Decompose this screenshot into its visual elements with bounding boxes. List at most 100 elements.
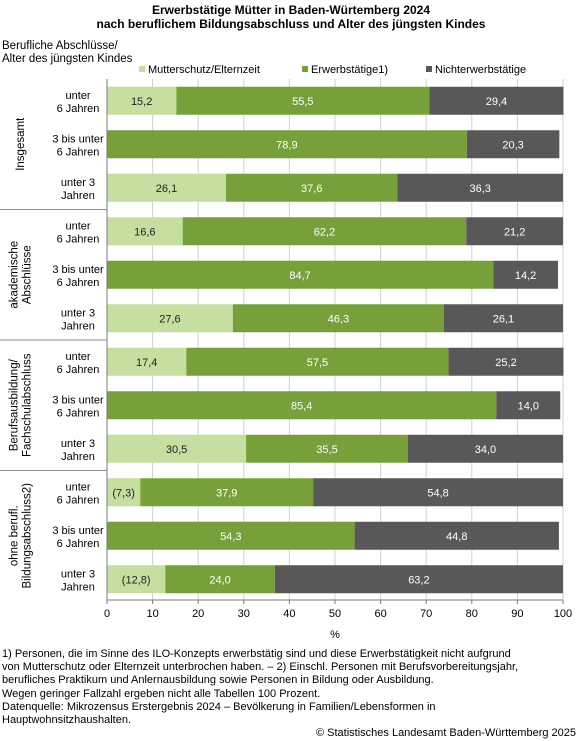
row-label: unter — [65, 481, 90, 493]
row-label: 3 bis unter — [52, 133, 104, 145]
bar-segment — [466, 217, 563, 246]
bar-segment — [493, 260, 558, 289]
chart-title-line-1: Erwerbstätige Mütter in Baden-Würtemberg… — [151, 3, 431, 17]
legend-swatch — [302, 66, 308, 72]
row-label: unter 3 — [61, 177, 95, 189]
bar-segment — [226, 173, 398, 202]
bar-segment — [140, 478, 314, 507]
group-label: Abschlüsse — [22, 245, 34, 304]
stacked-bar-chart: Mutterschutz/Elternzeit Erwerbstätige1) Ni… — [0, 64, 572, 641]
data-label: 27,6 — [159, 313, 180, 325]
footnote-line: 1) Personen, die im Sinne des ILO-Konzep… — [2, 648, 511, 660]
copyright: © Statistisches Landesamt Baden-Württemb… — [315, 727, 576, 739]
data-label: 36,3 — [470, 183, 491, 195]
data-label: 78,9 — [276, 139, 297, 151]
row-label: unter — [65, 351, 90, 363]
data-label: 34,0 — [475, 444, 496, 456]
y-axis-title-line-2: Alter des jüngsten Kindes — [2, 53, 133, 65]
bar-segment — [274, 565, 563, 594]
bar-segment — [186, 347, 449, 376]
row-label: Jahren — [61, 451, 95, 463]
data-label: 21,2 — [504, 226, 525, 238]
row-label: Jahren — [61, 581, 95, 593]
group-label: ohne berufl. — [9, 505, 21, 566]
x-tick-label: 30 — [238, 608, 250, 620]
row-label: 6 Jahren — [57, 538, 100, 550]
x-tick-label: 10 — [146, 608, 158, 620]
data-label: 15,2 — [131, 96, 152, 108]
bar-segment — [232, 304, 444, 333]
x-tick-label: 20 — [192, 608, 204, 620]
bar-segment — [107, 260, 494, 289]
bar-segment — [466, 130, 560, 159]
data-label: (12,8) — [122, 574, 151, 586]
row-label: 6 Jahren — [57, 494, 100, 506]
bar-segment — [107, 434, 247, 463]
data-label: 16,6 — [134, 226, 155, 238]
data-label: 62,2 — [314, 226, 335, 238]
bar-segment — [107, 391, 497, 420]
y-axis-title-line-1: Berufliche Abschlüsse/ — [2, 40, 118, 52]
bar-segment — [182, 217, 467, 246]
data-label: 14,2 — [515, 270, 536, 282]
data-label: 20,3 — [502, 139, 523, 151]
bar-segment — [496, 391, 561, 420]
bar-segment — [165, 565, 275, 594]
x-tick-label: 40 — [283, 608, 295, 620]
x-tick-label: 60 — [374, 608, 386, 620]
data-label: 57,5 — [307, 357, 328, 369]
data-label: 30,5 — [166, 444, 187, 456]
bar-segment — [107, 521, 355, 550]
x-tick-label: 90 — [511, 608, 523, 620]
data-label: 17,4 — [136, 357, 157, 369]
data-label: (7,3) — [112, 487, 135, 499]
group-label: Fachschulabschluss — [22, 353, 34, 457]
data-label: 26,1 — [493, 313, 514, 325]
data-label: 55,5 — [292, 96, 313, 108]
data-label: 14,0 — [518, 400, 539, 412]
data-label: 37,6 — [301, 183, 322, 195]
x-tick-label: 70 — [420, 608, 432, 620]
bar-segment — [107, 478, 141, 507]
legend-label: Mutterschutz/Elternzeit — [148, 64, 260, 76]
bar-segment — [107, 173, 227, 202]
x-tick-label: 100 — [554, 608, 572, 620]
data-label: 54,3 — [220, 531, 241, 543]
row-label: unter — [65, 220, 90, 232]
data-label: 29,4 — [486, 96, 507, 108]
bar-segment — [354, 521, 559, 550]
chart-title: Erwerbstätige Mütter in Baden-Würtemberg… — [0, 3, 582, 31]
bar-segment — [313, 478, 563, 507]
bar-segment — [443, 304, 563, 333]
bar-segment — [246, 434, 408, 463]
x-axis-title: % — [330, 629, 340, 641]
data-label: 24,0 — [209, 574, 230, 586]
footnote-line: Hauptwohnsitzhaushalten. — [2, 714, 132, 727]
data-label: 84,7 — [289, 270, 310, 282]
data-label: 37,9 — [216, 487, 237, 499]
legend-swatch — [139, 66, 145, 72]
data-label: 54,8 — [427, 487, 448, 499]
row-label: 6 Jahren — [57, 233, 100, 245]
row-label: 6 Jahren — [57, 364, 100, 376]
data-label: 85,4 — [291, 400, 312, 412]
data-label: 46,3 — [328, 313, 349, 325]
data-label: 63,2 — [408, 574, 429, 586]
footnote-line: Datenquelle: Mikrozensus Erstergebnis 20… — [2, 700, 436, 713]
x-tick-label: 0 — [104, 608, 110, 620]
row-label: 6 Jahren — [57, 146, 100, 158]
footnotes: 1) Personen, die im Sinne des ILO-Konzep… — [2, 648, 580, 727]
bar-segment — [397, 173, 563, 202]
bar-segment — [107, 86, 177, 115]
data-label: 35,5 — [316, 444, 337, 456]
row-label: unter — [65, 90, 90, 102]
row-label: 6 Jahren — [57, 277, 100, 289]
chart-title-line-2: nach beruflichem Bildungsabschluss und A… — [96, 17, 486, 31]
row-label: 3 bis unter — [52, 394, 104, 406]
footnote-line: Wegen geringer Fallzahl ergeben nicht al… — [2, 687, 321, 700]
row-label: Jahren — [61, 320, 95, 332]
data-label: 25,2 — [495, 357, 516, 369]
bar-segment — [448, 347, 564, 376]
bar-segment — [107, 130, 467, 159]
legend-swatch — [426, 66, 432, 72]
